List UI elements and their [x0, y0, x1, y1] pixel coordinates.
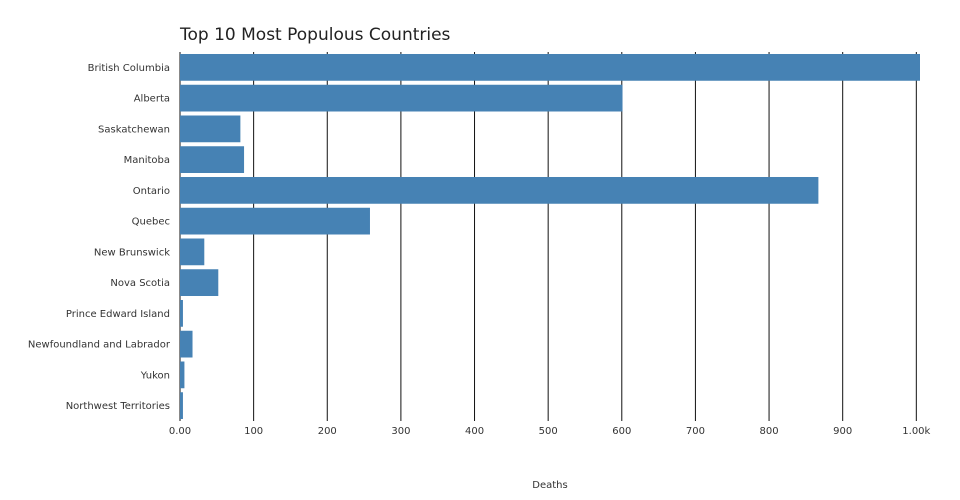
category-label: Alberta — [134, 94, 170, 105]
bar — [180, 269, 219, 297]
x-tick-label: 100 — [244, 426, 263, 437]
chart-title: Top 10 Most Populous Countries — [179, 25, 451, 45]
grid-lines — [179, 52, 917, 421]
x-tick-label: 400 — [465, 426, 484, 437]
category-label: Saskatchewan — [98, 124, 170, 135]
category-labels: British Columbia Alberta Saskatchewan Manit… — [28, 63, 171, 412]
x-tick-label: 700 — [686, 426, 705, 437]
category-label: Yukon — [140, 370, 170, 381]
category-label: Northwest Territories — [66, 401, 170, 412]
x-tick-label: 1.00k — [902, 426, 930, 437]
category-label: New Brunswick — [94, 247, 170, 258]
category-label: Manitoba — [124, 155, 170, 166]
category-label: Ontario — [133, 186, 170, 197]
category-label: Quebec — [132, 217, 170, 228]
x-tick-label: 200 — [318, 426, 337, 437]
x-tick-label: 500 — [539, 426, 558, 437]
category-label: Prince Edward Island — [66, 309, 170, 320]
bar — [180, 176, 819, 204]
bar — [180, 84, 623, 112]
bar — [180, 53, 920, 81]
bar — [180, 207, 370, 235]
category-label: Newfoundland and Labrador — [28, 340, 171, 351]
bar — [180, 238, 205, 266]
bar — [180, 299, 183, 327]
bars — [180, 53, 920, 420]
x-tick-label: 300 — [391, 426, 410, 437]
x-tick-label: 900 — [833, 426, 852, 437]
bar — [180, 146, 245, 174]
x-tick-labels: 0.00 100 200 300 400 500 600 700 800 900 1.00k — [169, 426, 931, 437]
category-label: British Columbia — [88, 63, 170, 74]
bar — [180, 392, 183, 420]
bar — [180, 115, 241, 143]
bar — [180, 330, 193, 358]
category-label: Nova Scotia — [110, 278, 170, 289]
x-tick-label: 600 — [612, 426, 631, 437]
x-axis-label: Deaths — [532, 480, 567, 491]
x-tick-label: 0.00 — [169, 426, 191, 437]
x-tick-label: 800 — [760, 426, 779, 437]
bar — [180, 361, 185, 389]
